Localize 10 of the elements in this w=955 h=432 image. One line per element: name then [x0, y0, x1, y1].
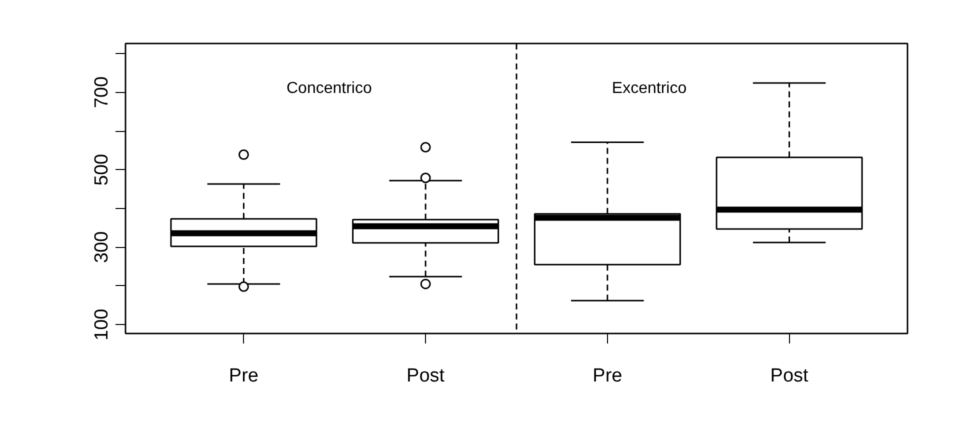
y-tick-label: 700 — [92, 76, 112, 108]
x-tick-label: Pre — [228, 366, 259, 386]
x-tick-label: Post — [770, 366, 810, 386]
y-tick-label: 100 — [92, 308, 112, 340]
x-tick-label: Pre — [592, 366, 622, 386]
y-tick-label: 300 — [92, 231, 112, 264]
annotation: Excentrico — [612, 80, 687, 97]
x-tick-label: Post — [406, 366, 446, 386]
y-tick-label: 500 — [92, 154, 112, 186]
annotation: Concentrico — [286, 80, 372, 97]
